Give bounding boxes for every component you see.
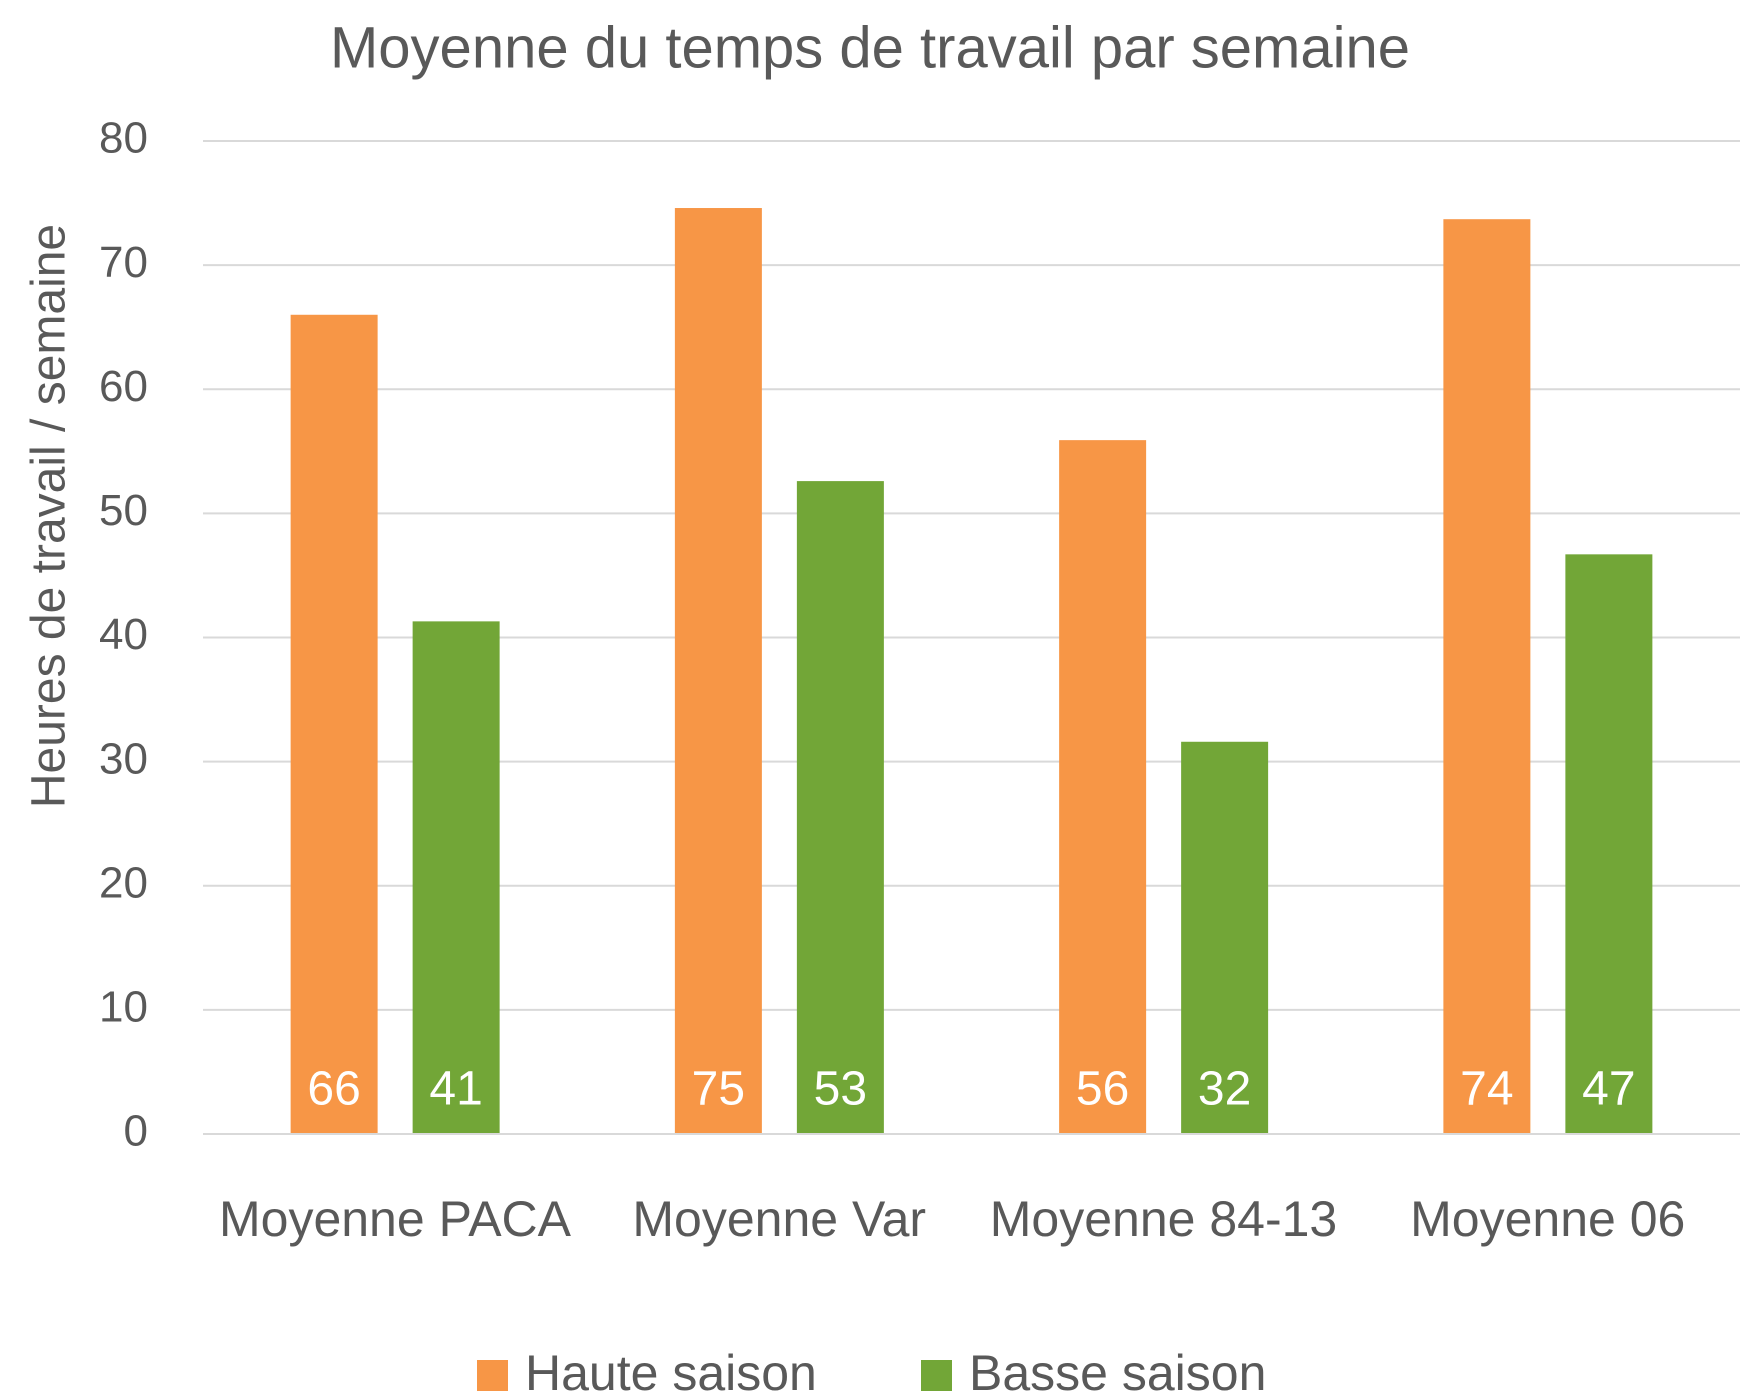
y-tick-label: 80 (99, 114, 148, 163)
data-label: 41 (429, 1063, 482, 1116)
bar (290, 314, 378, 1134)
x-tick-label: Moyenne 84-13 (989, 1191, 1338, 1247)
legend-label: Basse saison (969, 1345, 1266, 1399)
data-label: 47 (1582, 1063, 1635, 1116)
data-label: 56 (1076, 1063, 1129, 1116)
legend-label: Haute saison (525, 1345, 817, 1399)
y-tick-label: 70 (99, 238, 148, 287)
y-tick-label: 50 (99, 486, 148, 535)
x-tick-label: Moyenne PACA (218, 1191, 572, 1247)
data-label: 53 (814, 1063, 867, 1116)
bar (1181, 741, 1269, 1134)
data-label: 32 (1198, 1063, 1251, 1116)
legend-swatch (477, 1360, 508, 1391)
legend-swatch (921, 1360, 952, 1391)
bar (796, 481, 884, 1134)
y-tick-label: 20 (99, 858, 148, 907)
y-tick-label: 40 (99, 610, 148, 659)
bar (1059, 440, 1147, 1134)
data-label: 66 (307, 1063, 360, 1116)
data-label: 75 (692, 1063, 745, 1116)
x-tick-label: Moyenne 06 (1410, 1191, 1686, 1247)
chart-title: Moyenne du temps de travail par semaine (330, 15, 1410, 80)
bar (674, 208, 762, 1135)
data-label: 74 (1460, 1063, 1513, 1116)
bar (1443, 219, 1531, 1135)
y-tick-label: 10 (99, 983, 148, 1032)
y-axis-title: Heures de travail / semaine (23, 224, 76, 808)
y-tick-label: 60 (99, 362, 148, 411)
bar (412, 621, 500, 1134)
bar (1565, 554, 1653, 1134)
x-tick-label: Moyenne Var (632, 1191, 927, 1247)
y-tick-label: 0 (124, 1107, 148, 1156)
y-tick-label: 30 (99, 734, 148, 783)
